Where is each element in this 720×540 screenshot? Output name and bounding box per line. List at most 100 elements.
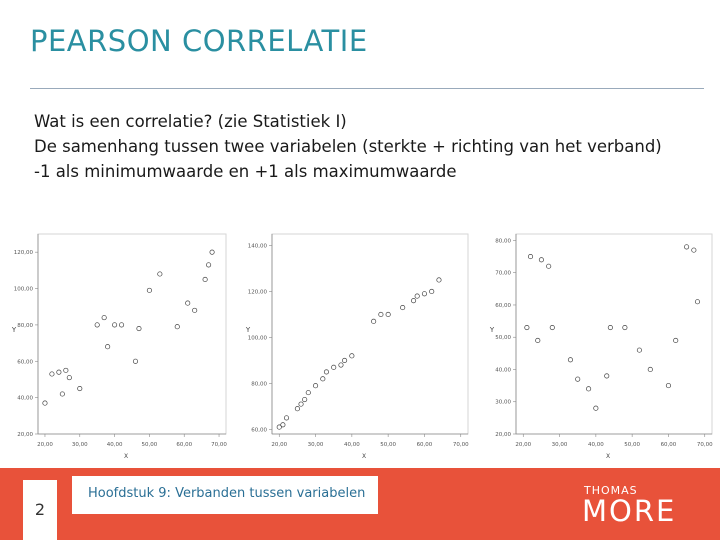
scatter-point	[105, 344, 111, 350]
scatter-point	[524, 324, 530, 331]
x-tick-label: 50,00	[380, 442, 396, 448]
x-tick-label: 50,00	[142, 442, 158, 448]
scatter-point	[66, 375, 72, 381]
y-axis-label: Y	[489, 326, 495, 334]
scatter-point	[622, 324, 628, 331]
scatter-point	[132, 358, 139, 364]
logo-small-text: THOMAS	[584, 484, 638, 497]
y-tick-label: 80,00	[251, 381, 267, 387]
scatter-point	[56, 369, 62, 375]
x-axis-label: X	[124, 453, 128, 458]
scatter-point	[684, 244, 690, 250]
x-tick-label: 40,00	[588, 442, 604, 448]
scatter-point	[206, 262, 212, 268]
y-tick-label: 60,00	[17, 359, 33, 365]
scatter-point	[101, 315, 107, 321]
scatter-point	[174, 324, 180, 330]
scatter-point	[673, 337, 679, 344]
plot-frame	[515, 233, 713, 435]
bullet-1: Wat is een correlatie? (zie Statistiek I…	[34, 112, 347, 131]
scatter-point	[49, 371, 55, 377]
x-axis-label: X	[362, 453, 366, 458]
scatter-point	[157, 271, 163, 277]
y-tick-label: 20,00	[495, 432, 511, 438]
scatter-point	[538, 257, 544, 263]
scatter-point	[414, 293, 420, 299]
scatter-point	[429, 288, 435, 295]
scatter-point	[549, 324, 555, 331]
plot-frame	[37, 233, 227, 435]
y-tick-label: 60,00	[251, 427, 267, 433]
x-axis-label: X	[606, 453, 610, 458]
y-tick-label: 30,00	[495, 400, 511, 406]
x-tick-label: 70,00	[211, 442, 227, 448]
x-tick-label: 30,00	[552, 442, 568, 448]
scatter-point	[411, 298, 417, 304]
title-divider	[30, 88, 704, 89]
scatter-point	[421, 291, 427, 297]
bullet-3: -1 als minimumwaarde en +1 als maximumwa…	[34, 162, 457, 181]
scatter-point	[302, 396, 308, 403]
y-tick-label: 140,00	[248, 243, 268, 249]
scatter-point	[567, 357, 573, 363]
slide-title: PEARSON CORRELATIE	[30, 24, 368, 58]
scatter-point	[607, 324, 613, 331]
x-tick-label: 20,00	[37, 442, 53, 448]
y-tick-label: 50,00	[495, 335, 511, 341]
scatter-plot-2: 20,00 30,00 40,00 50,00 60,00 70,00 60,00 80,00…	[232, 228, 476, 458]
x-tick-label: 60,00	[176, 442, 192, 448]
scatter-point	[42, 400, 48, 406]
scatter-point	[575, 376, 581, 382]
scatter-point	[586, 386, 592, 392]
scatter-point	[665, 383, 671, 389]
y-axis-label: Y	[245, 326, 251, 334]
chapter-label: Hoofdstuk 9: Verbanden tussen variabelen	[88, 486, 366, 501]
logo-big-text: MORE	[582, 494, 677, 528]
scatter-point	[338, 362, 344, 368]
y-tick-label: 40,00	[17, 396, 33, 402]
x-tick-label: 60,00	[417, 442, 433, 448]
scatter-point	[283, 415, 290, 421]
scatter-point	[636, 347, 642, 353]
page-number-box: 2	[23, 480, 57, 540]
y-tick-label: 20,00	[17, 432, 33, 438]
scatter-point	[77, 385, 83, 392]
scatter-point	[294, 406, 300, 412]
scatter-point	[378, 311, 384, 318]
x-tick-label: 20,00	[271, 442, 287, 448]
y-tick-label: 120,00	[14, 250, 34, 256]
scatter-point	[400, 305, 406, 311]
x-tick-label: 40,00	[344, 442, 360, 448]
scatter-point	[320, 376, 326, 382]
scatter-point	[202, 276, 208, 283]
y-tick-label: 60,00	[495, 303, 511, 309]
x-tick-label: 70,00	[453, 442, 469, 448]
scatter-point	[298, 401, 304, 407]
x-tick-label: 40,00	[107, 442, 123, 448]
y-tick-label: 70,00	[495, 271, 511, 277]
scatter-point	[342, 357, 348, 363]
page-number: 2	[34, 500, 46, 519]
scatter-point	[136, 325, 142, 332]
scatter-point	[535, 337, 541, 344]
x-tick-label: 50,00	[624, 442, 640, 448]
scatter-point	[385, 311, 391, 318]
scatter-point	[349, 353, 355, 359]
scatter-point	[371, 318, 377, 324]
x-tick-label: 30,00	[72, 442, 88, 448]
scatter-point	[604, 373, 610, 379]
scatter-plot-3: 20,00 30,00 40,00 50,00 60,00 70,00 20,00 30,00…	[476, 228, 718, 458]
scatter-point	[280, 422, 286, 428]
y-tick-label: 80,00	[495, 238, 511, 244]
y-tick-label: 80,00	[17, 323, 33, 329]
scatter-point	[192, 307, 198, 313]
scatter-plot-1: 20,00 30,00 40,00 50,00 60,00 70,00 20,00 40,00…	[2, 228, 232, 458]
scatter-point	[119, 322, 125, 328]
scatter-point	[331, 364, 337, 370]
scatter-point	[112, 322, 118, 328]
scatter-point	[313, 383, 319, 389]
scatter-point	[691, 247, 697, 253]
scatter-point	[63, 367, 69, 373]
scatter-point	[94, 322, 100, 328]
scatter-point	[185, 300, 191, 306]
